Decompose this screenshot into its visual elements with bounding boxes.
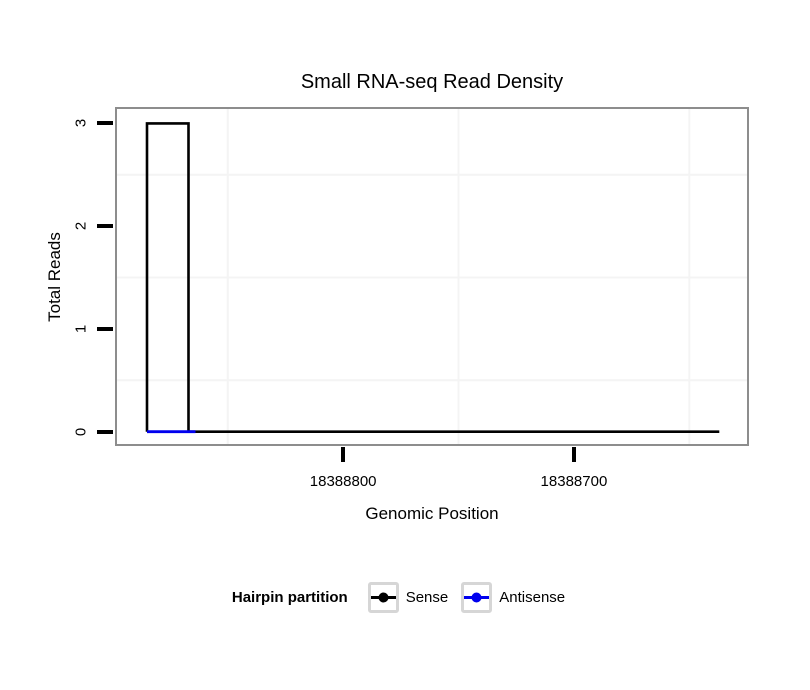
- legend-key-sense-icon: [367, 582, 399, 613]
- plot-area: [117, 109, 747, 444]
- y-axis-title: Total Reads: [45, 232, 64, 322]
- x-axis-title: Genomic Position: [365, 504, 499, 523]
- legend-title: Hairpin partition: [231, 589, 348, 606]
- legend-label-sense: Sense: [405, 589, 449, 606]
- y-tick-label: 1: [72, 324, 90, 334]
- y-tick-label: 2: [72, 221, 90, 231]
- plot-panel: [115, 107, 749, 446]
- x-tick-mark: [571, 447, 576, 462]
- legend-label-antisense: Antisense: [499, 589, 566, 606]
- sense-key-glyph-icon: [370, 592, 396, 603]
- legend: Hairpin partition Sense Antisense: [0, 582, 810, 613]
- y-tick-mark: [97, 326, 113, 331]
- series-sense: [145, 122, 720, 434]
- y-tick-mark: [97, 121, 113, 126]
- y-tick-mark: [97, 429, 113, 434]
- x-tick-mark: [341, 447, 346, 462]
- x-tick-label: 18388700: [540, 473, 608, 490]
- y-tick-mark: [97, 224, 113, 229]
- antisense-key-glyph-icon: [464, 592, 490, 603]
- x-tick-label: 18388800: [309, 473, 377, 490]
- y-tick-label: 3: [72, 119, 90, 128]
- legend-key-antisense-icon: [461, 582, 493, 613]
- y-tick-label: 0: [72, 427, 90, 436]
- chart-title: Small RNA-seq Read Density: [300, 71, 564, 93]
